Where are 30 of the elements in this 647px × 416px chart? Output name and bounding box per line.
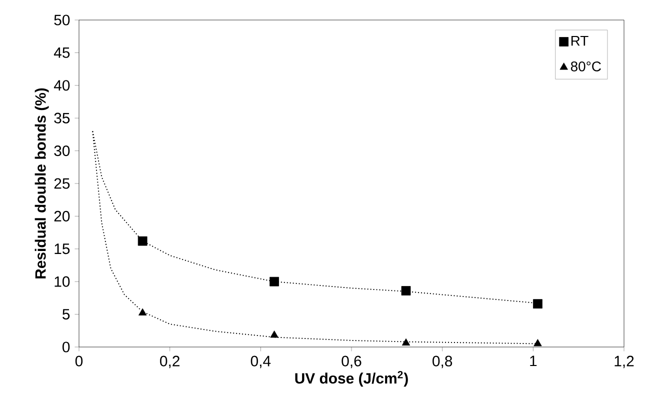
point	[402, 338, 410, 346]
point	[534, 339, 542, 346]
y-tick-label: 50	[54, 14, 70, 26]
y-tick-label: 20	[54, 210, 70, 222]
y-axis-title: Residual double bonds (%)	[34, 88, 49, 278]
point	[401, 286, 411, 296]
x-tick-label: 0,2	[160, 356, 180, 368]
point	[270, 276, 279, 286]
point	[533, 299, 542, 309]
x-tick-label: 1	[530, 356, 537, 366]
y-tick-label: 15	[54, 244, 70, 254]
legend-label: RT	[571, 36, 588, 46]
point	[138, 308, 147, 316]
y-tick-label: 35	[54, 112, 70, 124]
y-tick-label: 45	[54, 47, 70, 58]
x-tick-label: 0,8	[432, 356, 452, 368]
y-tick-label: 10	[54, 276, 70, 287]
point	[270, 330, 278, 338]
x-axis-title: UV dose (J/cm$^{2}$)	[295, 370, 408, 387]
x-tick-label: 1,2	[614, 356, 634, 368]
y-tick-label: 30	[54, 146, 70, 156]
point	[138, 236, 148, 246]
y-tick-label: 40	[54, 80, 70, 91]
x-tick-label: 0,6	[342, 356, 362, 368]
x-tick-label: 0,4	[250, 356, 271, 368]
y-tick-label: 25	[54, 178, 70, 189]
y-tick-label: 0	[62, 342, 70, 352]
y-tick-label: 5	[62, 309, 70, 320]
x-tick-label: 0	[75, 356, 83, 366]
legend-label: 80°C	[570, 61, 601, 72]
